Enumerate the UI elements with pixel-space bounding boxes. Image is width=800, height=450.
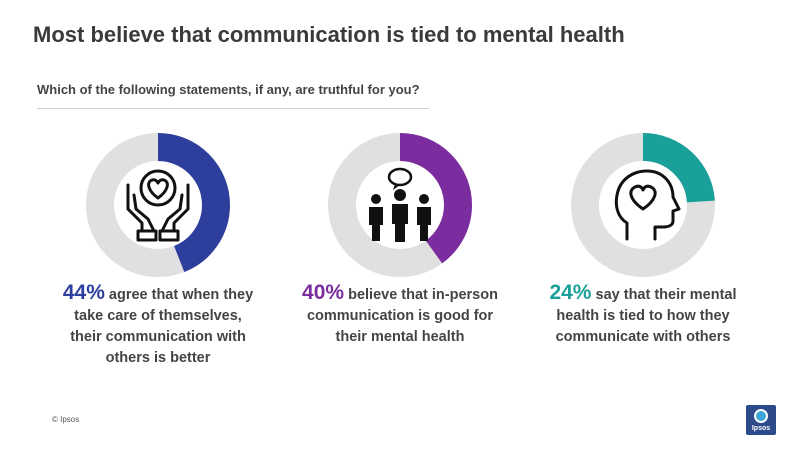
ipsos-logo: Ipsos <box>746 405 776 435</box>
stat-text-2: 40% believe that in-person communication… <box>300 282 500 348</box>
heart-in-hands-icon <box>118 165 198 245</box>
stat-percent-2: 40% <box>302 281 345 304</box>
logo-mark-icon <box>754 409 768 423</box>
donut-chart-1 <box>86 133 230 277</box>
question-subtitle: Which of the following statements, if an… <box>37 82 420 97</box>
donut-svg-1 <box>86 133 230 277</box>
stat-description-2: believe that in-person communication is … <box>306 287 498 345</box>
donut-arc-1 <box>86 133 230 277</box>
divider <box>37 108 429 109</box>
stat-percent-1: 44% <box>62 281 105 304</box>
stat-text-1: 44% agree that when they take care of th… <box>58 282 258 369</box>
page-title: Most believe that communication is tied … <box>33 22 625 47</box>
donut-svg-3 <box>571 133 715 277</box>
head-with-heart-icon <box>603 165 683 245</box>
donut-arc-2 <box>328 133 472 277</box>
stat-percent-3: 24% <box>549 281 592 304</box>
donut-svg-2 <box>328 133 472 277</box>
logo-text: Ipsos <box>751 425 771 432</box>
donut-arc-3 <box>571 133 715 277</box>
stat-text-3: 24% say that their mental health is tied… <box>543 282 743 348</box>
copyright-text: © Ipsos <box>52 415 80 424</box>
stat-description-3: say that their mental health is tied to … <box>555 287 737 345</box>
people-talking-icon <box>360 165 440 245</box>
donut-chart-3 <box>571 133 715 277</box>
stat-description-1: agree that when they take care of themse… <box>70 287 254 366</box>
donut-chart-2 <box>328 133 472 277</box>
